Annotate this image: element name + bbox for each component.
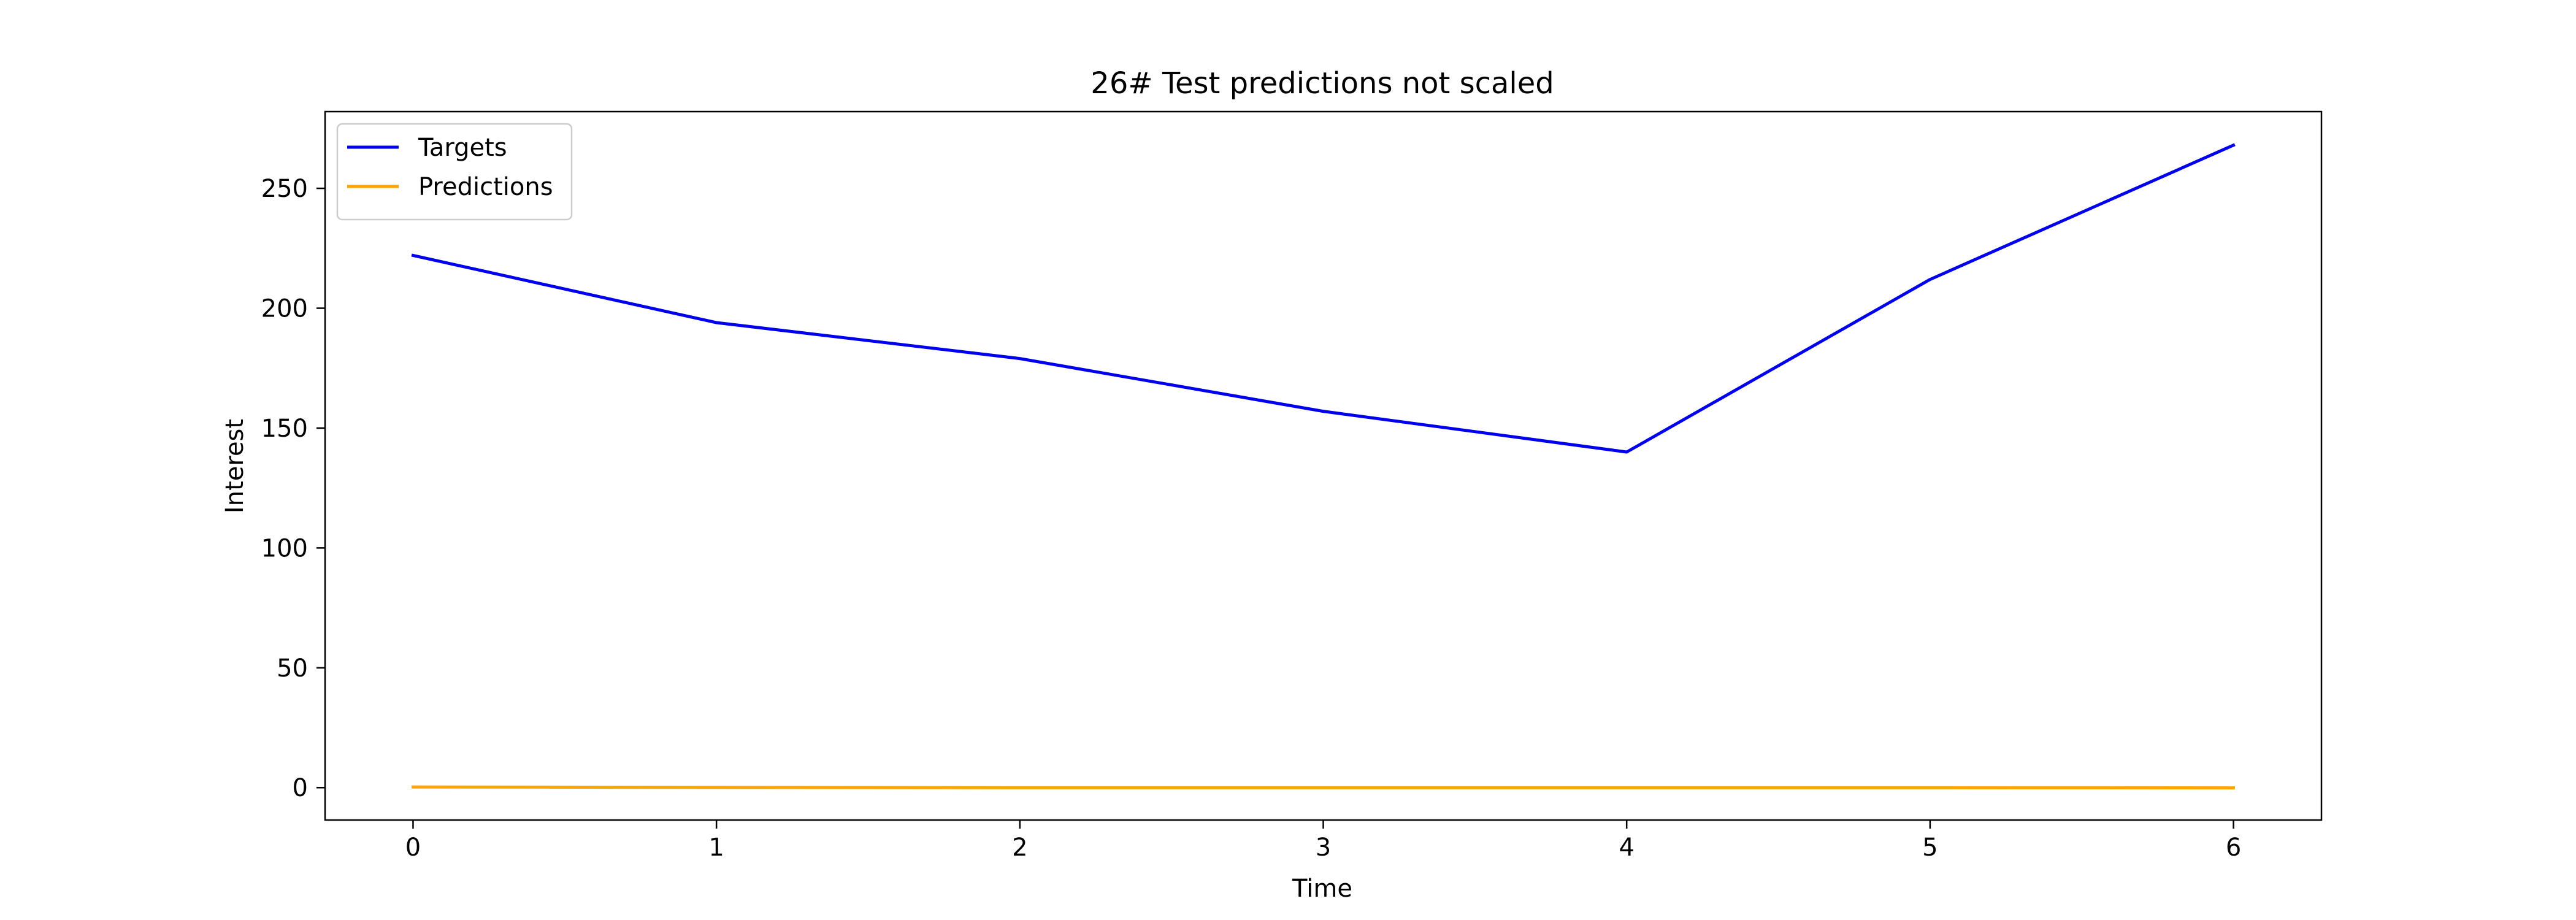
x-tick-label: 0: [405, 834, 421, 862]
chart-title: 26# Test predictions not scaled: [1091, 66, 1554, 101]
y-tick-label: 200: [261, 295, 308, 323]
y-tick-label: 100: [261, 534, 308, 562]
series-layer: [411, 143, 2236, 790]
x-tick-label: 5: [1922, 834, 1938, 862]
series-line-predictions: [411, 785, 2236, 790]
x-tick-label: 4: [1619, 834, 1634, 862]
y-axis-label: Interest: [221, 419, 249, 513]
x-tick-label: 2: [1012, 834, 1027, 862]
x-tick-label: 6: [2226, 834, 2241, 862]
legend-label: Predictions: [418, 173, 553, 201]
y-axis: 0 50 100 150 200 250: [261, 175, 325, 802]
x-tick-label: 1: [708, 834, 724, 862]
legend: Targets Predictions: [336, 123, 573, 221]
y-tick-label: 250: [261, 175, 308, 203]
series-line-targets: [411, 143, 2236, 454]
y-tick-label: 50: [277, 654, 308, 683]
x-tick-label: 3: [1316, 834, 1331, 862]
legend-label: Targets: [418, 134, 507, 162]
plot-area: [324, 110, 2323, 821]
y-tick-label: 0: [293, 774, 308, 802]
x-axis: 0 1 2 3 4 5 6: [405, 820, 2241, 862]
x-axis-label: Time: [1292, 875, 1352, 903]
y-tick-label: 150: [261, 415, 308, 443]
